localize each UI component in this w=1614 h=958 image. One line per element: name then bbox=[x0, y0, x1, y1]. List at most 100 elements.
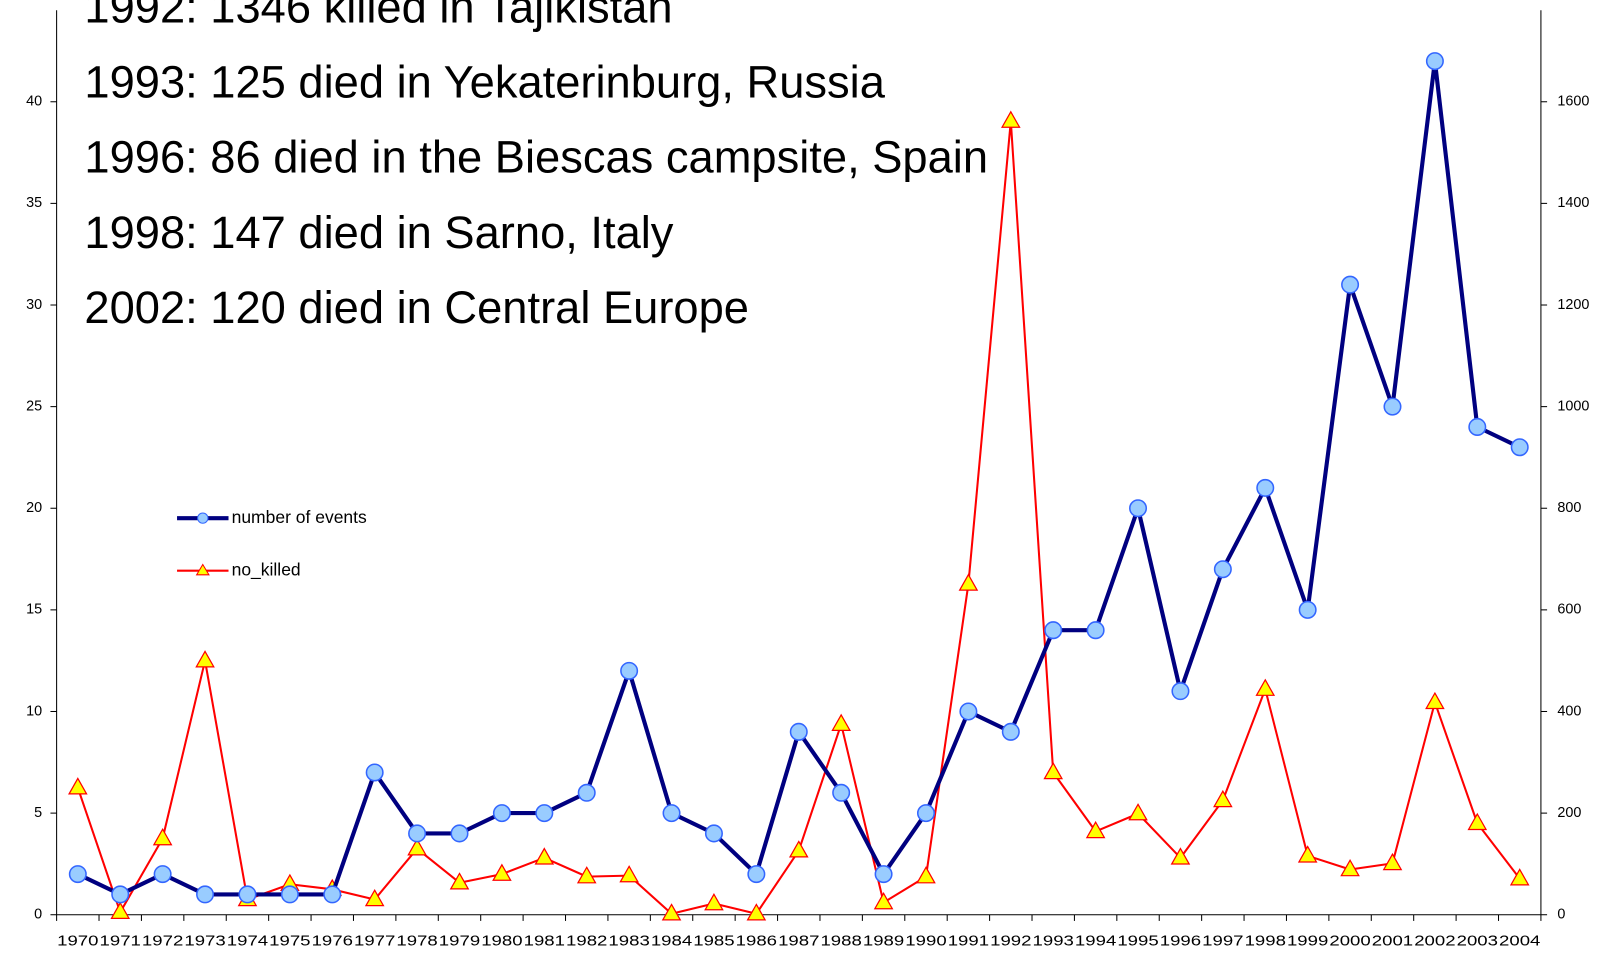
y2-tick-label: 1600 bbox=[1557, 94, 1589, 110]
marker bbox=[535, 804, 554, 823]
y2-tick-label: 400 bbox=[1557, 703, 1581, 719]
marker bbox=[1086, 621, 1105, 640]
x-tick-label: 1982 bbox=[566, 933, 607, 949]
legend-marker bbox=[197, 512, 209, 524]
marker bbox=[1468, 417, 1487, 436]
x-tick-label: 1996 bbox=[1160, 933, 1201, 949]
marker bbox=[1425, 691, 1445, 710]
marker bbox=[407, 838, 427, 856]
marker bbox=[1044, 621, 1063, 640]
x-tick-label: 1975 bbox=[269, 933, 310, 949]
x-tick-label: 1984 bbox=[651, 933, 692, 949]
marker bbox=[577, 783, 596, 802]
marker bbox=[1001, 722, 1020, 741]
x-tick-label: 1981 bbox=[524, 933, 565, 949]
marker bbox=[1213, 560, 1232, 579]
marker bbox=[1298, 600, 1317, 619]
x-tick-label: 1993 bbox=[1033, 933, 1074, 949]
y-tick-label: 5 bbox=[34, 805, 42, 821]
y2-tick-label: 1400 bbox=[1557, 195, 1589, 211]
y-tick-label: 0 bbox=[34, 907, 42, 923]
marker bbox=[492, 863, 512, 881]
marker bbox=[365, 763, 384, 782]
x-tick-label: 1995 bbox=[1117, 933, 1158, 949]
x-tick-label: 1977 bbox=[354, 933, 395, 949]
x-tick-label: 1991 bbox=[948, 933, 989, 949]
y2-tick-label: 600 bbox=[1557, 602, 1581, 618]
x-tick-label: 1985 bbox=[693, 933, 734, 949]
marker bbox=[619, 865, 639, 883]
marker bbox=[832, 783, 851, 802]
marker bbox=[1129, 499, 1148, 518]
marker bbox=[1467, 812, 1488, 831]
x-tick-label: 1971 bbox=[100, 933, 141, 949]
y-tick-label: 20 bbox=[26, 500, 42, 516]
x-tick-label: 2002 bbox=[1414, 933, 1455, 949]
marker bbox=[620, 661, 639, 680]
marker bbox=[576, 866, 597, 884]
marker bbox=[1213, 789, 1233, 808]
x-tick-label: 1973 bbox=[184, 933, 225, 949]
x-tick-label: 1986 bbox=[736, 933, 777, 949]
marker bbox=[1383, 397, 1402, 416]
x-tick-label: 1994 bbox=[1075, 933, 1116, 949]
marker bbox=[1425, 52, 1444, 71]
marker bbox=[788, 840, 809, 858]
y2-tick-label: 200 bbox=[1557, 805, 1581, 821]
x-tick-label: 1997 bbox=[1202, 933, 1243, 949]
annotation: 2002: 120 died in Central Europe bbox=[84, 282, 749, 333]
marker bbox=[110, 901, 131, 919]
x-tick-label: 2004 bbox=[1499, 933, 1540, 949]
marker bbox=[874, 865, 893, 884]
marker bbox=[1382, 852, 1403, 871]
y2-tick-label: 0 bbox=[1557, 907, 1565, 923]
marker bbox=[746, 903, 767, 921]
x-tick-label: 2001 bbox=[1372, 933, 1413, 949]
x-tick-label: 1980 bbox=[481, 933, 522, 949]
marker bbox=[153, 865, 172, 884]
x-tick-label: 1992 bbox=[990, 933, 1031, 949]
y-tick-label: 15 bbox=[26, 602, 42, 618]
y-tick-label: 40 bbox=[26, 94, 42, 110]
marker bbox=[1509, 868, 1530, 886]
x-tick-label: 2003 bbox=[1457, 933, 1498, 949]
legend-label: number of events bbox=[232, 507, 367, 527]
legend-marker bbox=[195, 563, 210, 576]
marker bbox=[280, 885, 299, 904]
x-tick-label: 1990 bbox=[905, 933, 946, 949]
marker bbox=[1340, 858, 1360, 877]
marker bbox=[196, 885, 215, 904]
marker bbox=[704, 893, 724, 911]
y2-tick-label: 1000 bbox=[1557, 398, 1589, 414]
marker bbox=[1000, 110, 1021, 128]
marker bbox=[1043, 761, 1064, 780]
marker bbox=[1256, 478, 1275, 497]
x-tick-label: 1978 bbox=[396, 933, 437, 949]
x-tick-label: 1974 bbox=[227, 933, 268, 949]
x-tick-label: 1989 bbox=[863, 933, 904, 949]
x-tick-label: 1999 bbox=[1287, 933, 1328, 949]
x-tick-label: 1987 bbox=[778, 933, 819, 949]
marker bbox=[916, 866, 936, 884]
marker bbox=[747, 865, 766, 884]
marker bbox=[238, 885, 257, 904]
marker bbox=[958, 573, 979, 591]
annotation: 1996: 86 died in the Biescas campsite, S… bbox=[84, 132, 988, 183]
marker bbox=[662, 804, 681, 823]
marker bbox=[1297, 845, 1318, 863]
marker bbox=[364, 888, 385, 907]
marker bbox=[1128, 803, 1148, 821]
y-tick-label: 10 bbox=[26, 703, 42, 719]
x-tick-label: 1979 bbox=[439, 933, 480, 949]
marker bbox=[1085, 820, 1106, 839]
marker bbox=[323, 885, 342, 904]
marker bbox=[408, 824, 427, 843]
marker bbox=[111, 885, 130, 904]
series-line bbox=[76, 59, 1521, 897]
x-tick-label: 1976 bbox=[312, 933, 353, 949]
marker bbox=[534, 847, 555, 865]
marker bbox=[916, 804, 935, 823]
x-tick-label: 1970 bbox=[57, 933, 98, 949]
